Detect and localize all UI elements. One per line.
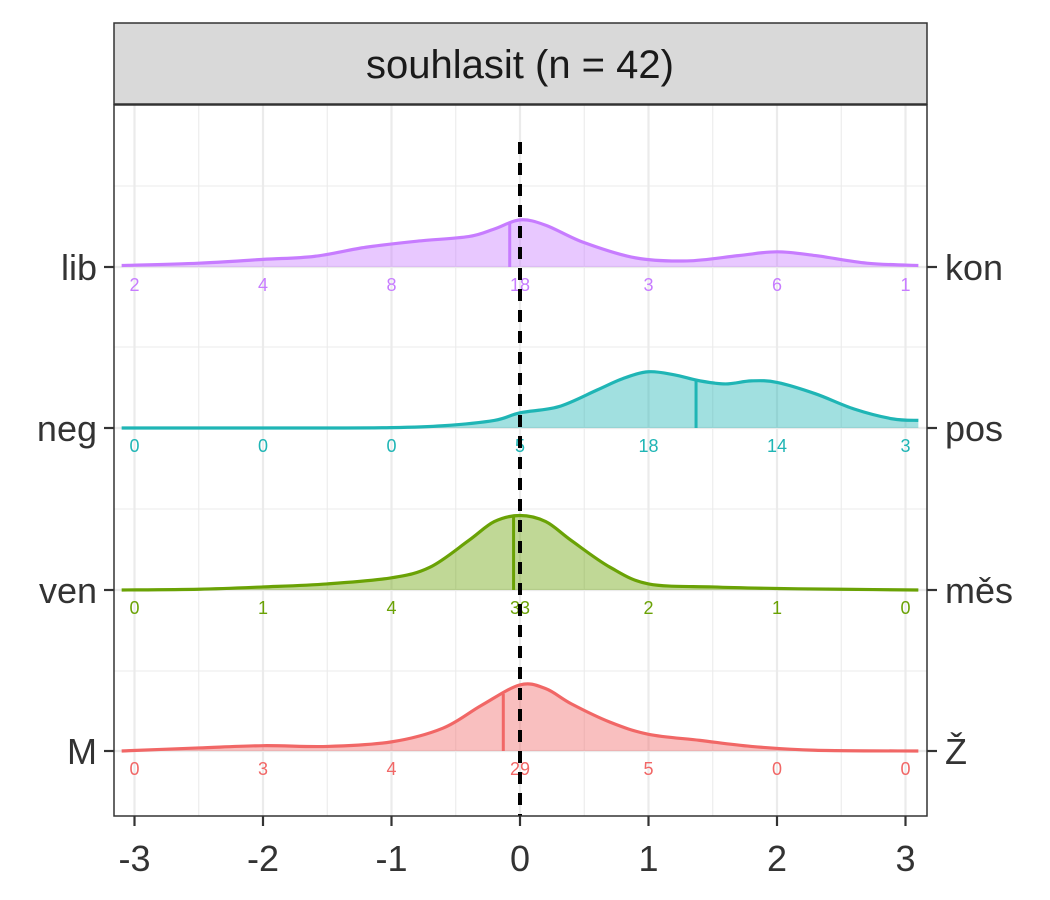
- facet-strip-title: souhlasit (n = 42): [366, 43, 674, 87]
- count-label: 3: [900, 436, 910, 456]
- y-tick-label-right: měs: [945, 570, 1013, 611]
- density-curve: [121, 682, 919, 753]
- x-axis: -3 -2 -1 0 1 2 3: [118, 816, 916, 879]
- count-label: 2: [643, 598, 653, 618]
- count-label: 1: [258, 598, 268, 618]
- count-label: 4: [386, 759, 396, 779]
- count-label: 4: [386, 598, 396, 618]
- count-label: 1: [900, 275, 910, 295]
- y-tick-label-left: ven: [39, 570, 97, 611]
- y-tick-label-right: kon: [945, 247, 1003, 288]
- x-tick-label: -2: [247, 838, 279, 879]
- facet-strip: souhlasit (n = 42): [113, 22, 928, 105]
- count-label: 0: [129, 598, 139, 618]
- density-area: [121, 371, 919, 429]
- count-label: 5: [643, 759, 653, 779]
- count-label: 4: [258, 275, 268, 295]
- count-label: 3: [258, 759, 268, 779]
- count-label: 1: [772, 598, 782, 618]
- count-label: 0: [386, 436, 396, 456]
- count-label: 14: [767, 436, 787, 456]
- y-tick-label-right: pos: [945, 408, 1003, 449]
- y-tick-label-left: neg: [37, 408, 97, 449]
- count-label: 2: [129, 275, 139, 295]
- density-row-neg: 000518143: [121, 370, 919, 456]
- y-tick-label-right: Ž: [945, 731, 967, 772]
- count-label: 3: [643, 275, 653, 295]
- density-curve: [121, 513, 919, 592]
- x-tick-label: -1: [375, 838, 407, 879]
- count-label: 18: [510, 275, 530, 295]
- count-label: 0: [772, 759, 782, 779]
- count-label: 0: [900, 598, 910, 618]
- density-row-lib: 2 4 8 18 3 6 1: [121, 218, 919, 295]
- x-tick-label: -3: [118, 838, 150, 879]
- x-tick-label: 0: [510, 838, 530, 879]
- density-curve: [121, 370, 919, 430]
- y-tick-label-left: M: [67, 731, 97, 772]
- count-label: 0: [129, 759, 139, 779]
- y-tick-label-left: lib: [61, 247, 97, 288]
- x-tick-label: 2: [767, 838, 787, 879]
- count-label: 0: [900, 759, 910, 779]
- y-axis-left: lib neg ven M: [37, 247, 114, 772]
- x-tick-label: 1: [638, 838, 658, 879]
- count-label: 8: [386, 275, 396, 295]
- density-area: [121, 219, 919, 267]
- y-axis-right: kon pos měs Ž: [927, 247, 1013, 772]
- count-label: 6: [772, 275, 782, 295]
- count-label: 18: [638, 436, 658, 456]
- density-curve: [121, 218, 919, 268]
- count-label: 0: [129, 436, 139, 456]
- count-label: 0: [258, 436, 268, 456]
- count-label: 29: [510, 759, 530, 779]
- x-tick-label: 3: [895, 838, 915, 879]
